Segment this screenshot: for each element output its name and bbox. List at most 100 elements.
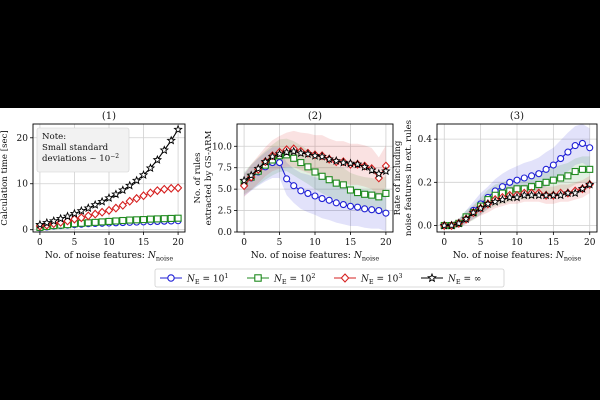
point-ne100 bbox=[311, 168, 319, 176]
point-neinf bbox=[446, 220, 457, 230]
y-tick-label: 2.5 bbox=[218, 207, 233, 217]
x-tick-label: 20 bbox=[380, 238, 392, 248]
point-neinf bbox=[138, 170, 149, 180]
x-axis-label-text: No. of noise features: bbox=[45, 250, 148, 261]
point-ne100 bbox=[571, 167, 579, 176]
point-neinf bbox=[35, 219, 45, 229]
point-neinf bbox=[152, 154, 163, 164]
x-tick-label: 5 bbox=[72, 238, 78, 248]
point-ne10 bbox=[520, 174, 528, 182]
point-neinf bbox=[253, 163, 263, 173]
point-ne10 bbox=[375, 207, 383, 215]
point-neinf bbox=[42, 217, 52, 227]
legend-label-tail: = ∞ bbox=[461, 275, 482, 285]
point-ne100 bbox=[375, 193, 383, 201]
point-neinf bbox=[570, 188, 580, 198]
point-ne10 bbox=[275, 159, 284, 167]
point-neinf bbox=[497, 194, 508, 204]
x-axis-label-text: No. of noise features: bbox=[251, 250, 354, 261]
point-ne1000 bbox=[146, 188, 155, 198]
point-neinf bbox=[359, 161, 370, 171]
point-neinf bbox=[490, 196, 500, 206]
y-tick-label: 0 bbox=[22, 226, 28, 236]
x-axis-label-math: N bbox=[353, 250, 363, 261]
point-neinf bbox=[83, 203, 93, 213]
point-ne100 bbox=[112, 217, 120, 225]
point-neinf bbox=[239, 175, 249, 185]
point-neinf bbox=[49, 216, 59, 225]
legend-label-sub: E bbox=[282, 278, 287, 286]
y-axis-label: Rate of including bbox=[393, 140, 403, 215]
series-neinf bbox=[439, 179, 595, 230]
point-ne10 bbox=[506, 178, 514, 186]
point-ne1000 bbox=[125, 196, 134, 206]
panel-title: (1) bbox=[102, 111, 116, 122]
point-ne10 bbox=[513, 176, 521, 184]
point-ne1000 bbox=[166, 183, 176, 193]
x-axis-label-sub: noise bbox=[156, 255, 174, 263]
legend-label-sub: E bbox=[195, 278, 200, 286]
x-axis-label: No. of noise features: Nnoise bbox=[453, 250, 582, 263]
x-tick-label: 0 bbox=[37, 238, 43, 248]
point-neinf bbox=[563, 188, 573, 198]
x-tick-label: 5 bbox=[277, 238, 283, 248]
point-ne100 bbox=[318, 172, 326, 180]
point-ne100 bbox=[297, 159, 305, 167]
point-ne100 bbox=[557, 174, 565, 182]
panel-1: 0 5 10 15 20 0 10 20 (1) No. of noise features: N… bbox=[0, 111, 186, 263]
point-ne10 bbox=[578, 139, 587, 147]
series-neinf bbox=[35, 124, 183, 229]
point-ne100 bbox=[361, 190, 369, 198]
point-ne10 bbox=[318, 195, 326, 203]
x-axis-label: No. of noise features: Nnoise bbox=[251, 250, 380, 263]
point-ne1000 bbox=[239, 181, 249, 191]
point-neinf bbox=[97, 196, 107, 206]
band-ne10 bbox=[244, 147, 386, 232]
point-ne100 bbox=[167, 214, 175, 222]
legend-label-math: N bbox=[447, 275, 457, 285]
point-neinf bbox=[483, 198, 493, 208]
point-ne100 bbox=[84, 219, 92, 227]
note-line: deviations ~ 10−2 bbox=[42, 153, 119, 164]
point-ne1000 bbox=[111, 203, 121, 213]
point-ne10 bbox=[353, 203, 362, 211]
legend-marker-star bbox=[427, 272, 437, 283]
point-neinf bbox=[331, 155, 341, 165]
point-neinf bbox=[505, 192, 515, 202]
point-ne10 bbox=[297, 187, 305, 195]
point-ne100 bbox=[339, 181, 347, 189]
y-axis-label: noise features in ext. rules bbox=[404, 120, 414, 236]
point-neinf bbox=[260, 156, 271, 166]
y-tick-label: 7.5 bbox=[218, 164, 233, 174]
x-axis-label-sub: noise bbox=[564, 255, 582, 263]
point-neinf bbox=[468, 207, 479, 217]
point-ne10 bbox=[571, 142, 579, 150]
point-ne10 bbox=[311, 192, 319, 200]
point-neinf bbox=[296, 148, 306, 158]
x-tick-label: 0 bbox=[241, 238, 247, 248]
point-ne1000 bbox=[153, 186, 162, 196]
panel-2: 0 5 10 15 20 0.0 2.5 5.0 7.5 10.0 (2) No. of noise … bbox=[193, 111, 394, 263]
point-neinf bbox=[125, 180, 135, 190]
point-ne100 bbox=[290, 154, 298, 162]
point-neinf bbox=[345, 158, 356, 168]
point-ne100 bbox=[304, 163, 312, 171]
legend-entry-ne100: NE = 102 bbox=[247, 272, 315, 286]
y-tick-label: 5.0 bbox=[218, 185, 233, 195]
x-tick-label: 20 bbox=[172, 238, 184, 248]
note-line: Note: bbox=[42, 132, 66, 142]
point-ne100 bbox=[153, 215, 161, 223]
point-neinf bbox=[118, 185, 128, 195]
point-ne10 bbox=[283, 175, 291, 183]
point-neinf bbox=[55, 213, 66, 223]
point-ne10 bbox=[368, 206, 376, 214]
point-ne100 bbox=[174, 214, 182, 222]
x-tick-label: 10 bbox=[103, 238, 115, 248]
note-background bbox=[36, 127, 130, 173]
point-neinf bbox=[534, 190, 544, 200]
point-neinf bbox=[548, 190, 559, 200]
point-ne100 bbox=[139, 216, 148, 224]
point-ne1000 bbox=[118, 200, 128, 210]
point-ne100 bbox=[346, 186, 355, 194]
